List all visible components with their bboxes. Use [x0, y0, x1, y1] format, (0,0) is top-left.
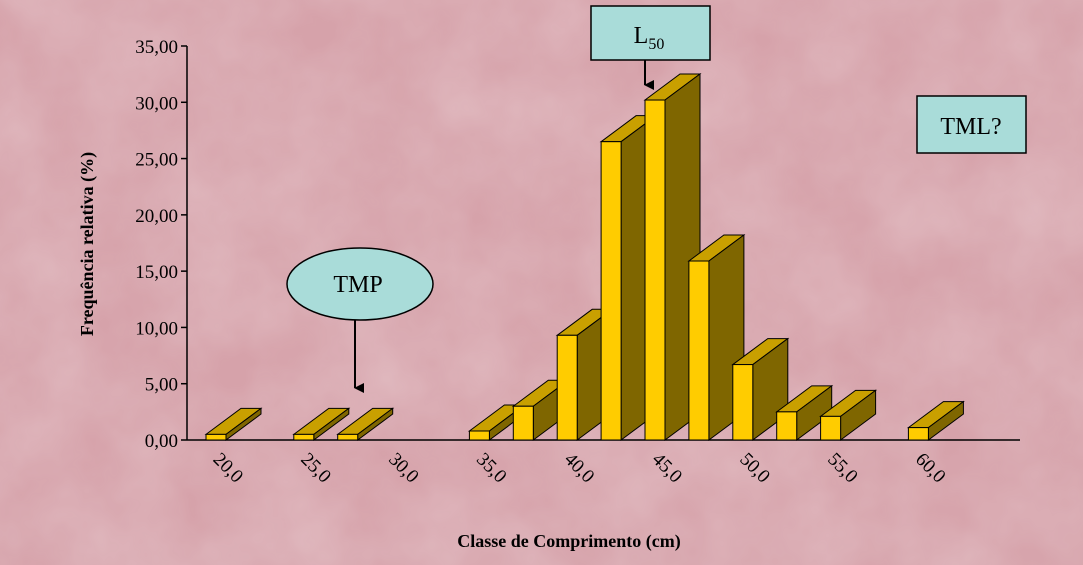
- y-tick-label: 25,00: [135, 150, 178, 171]
- bar-front-face: [776, 411, 798, 441]
- bar-front-face: [644, 99, 666, 441]
- bar-front-face: [556, 334, 578, 441]
- y-axis-title: Frequência relativa (%): [77, 152, 98, 336]
- y-tick-label: 5,00: [145, 375, 178, 396]
- bar-front-face: [732, 364, 754, 441]
- y-tick-label: 0,00: [145, 431, 178, 452]
- bar-front-face: [820, 415, 842, 441]
- l50-callout: L50: [590, 5, 711, 90]
- bar-front-face: [468, 430, 490, 441]
- tmp-label: TMP: [333, 272, 382, 298]
- y-tick-label: 35,00: [135, 37, 178, 58]
- y-tick-label: 15,00: [135, 262, 178, 283]
- l50-box: [590, 5, 711, 61]
- tml-label: TML?: [940, 114, 1001, 140]
- tmp-callout: TMP: [286, 247, 434, 393]
- bar-front-face: [293, 433, 315, 441]
- l50-label: L50: [634, 23, 665, 53]
- y-axis: 0,00 5,00 10,00 15,00 20,00 25,00 30,00 35,00: [135, 37, 188, 452]
- y-tick-label: 30,00: [135, 93, 178, 114]
- tml-callout: TML?: [916, 95, 1027, 154]
- tml-box: [916, 95, 1027, 154]
- y-tick-label: 10,00: [135, 318, 178, 339]
- tmp-ellipse: [286, 247, 434, 321]
- x-axis-title: Classe de Comprimento (cm): [457, 531, 680, 552]
- bar-front-face: [512, 405, 534, 441]
- bars: [204, 73, 965, 441]
- bar-front-face: [337, 433, 359, 441]
- bar: [204, 407, 263, 441]
- bar: [775, 384, 834, 441]
- bar-front-face: [688, 260, 710, 441]
- y-tick-label: 20,00: [135, 206, 178, 227]
- bar: [292, 407, 351, 441]
- bar-front-face: [907, 427, 929, 441]
- bar: [819, 389, 878, 441]
- bar-front-face: [205, 433, 227, 441]
- bar: [336, 407, 395, 441]
- bar: [906, 400, 965, 441]
- bar-front-face: [600, 141, 622, 441]
